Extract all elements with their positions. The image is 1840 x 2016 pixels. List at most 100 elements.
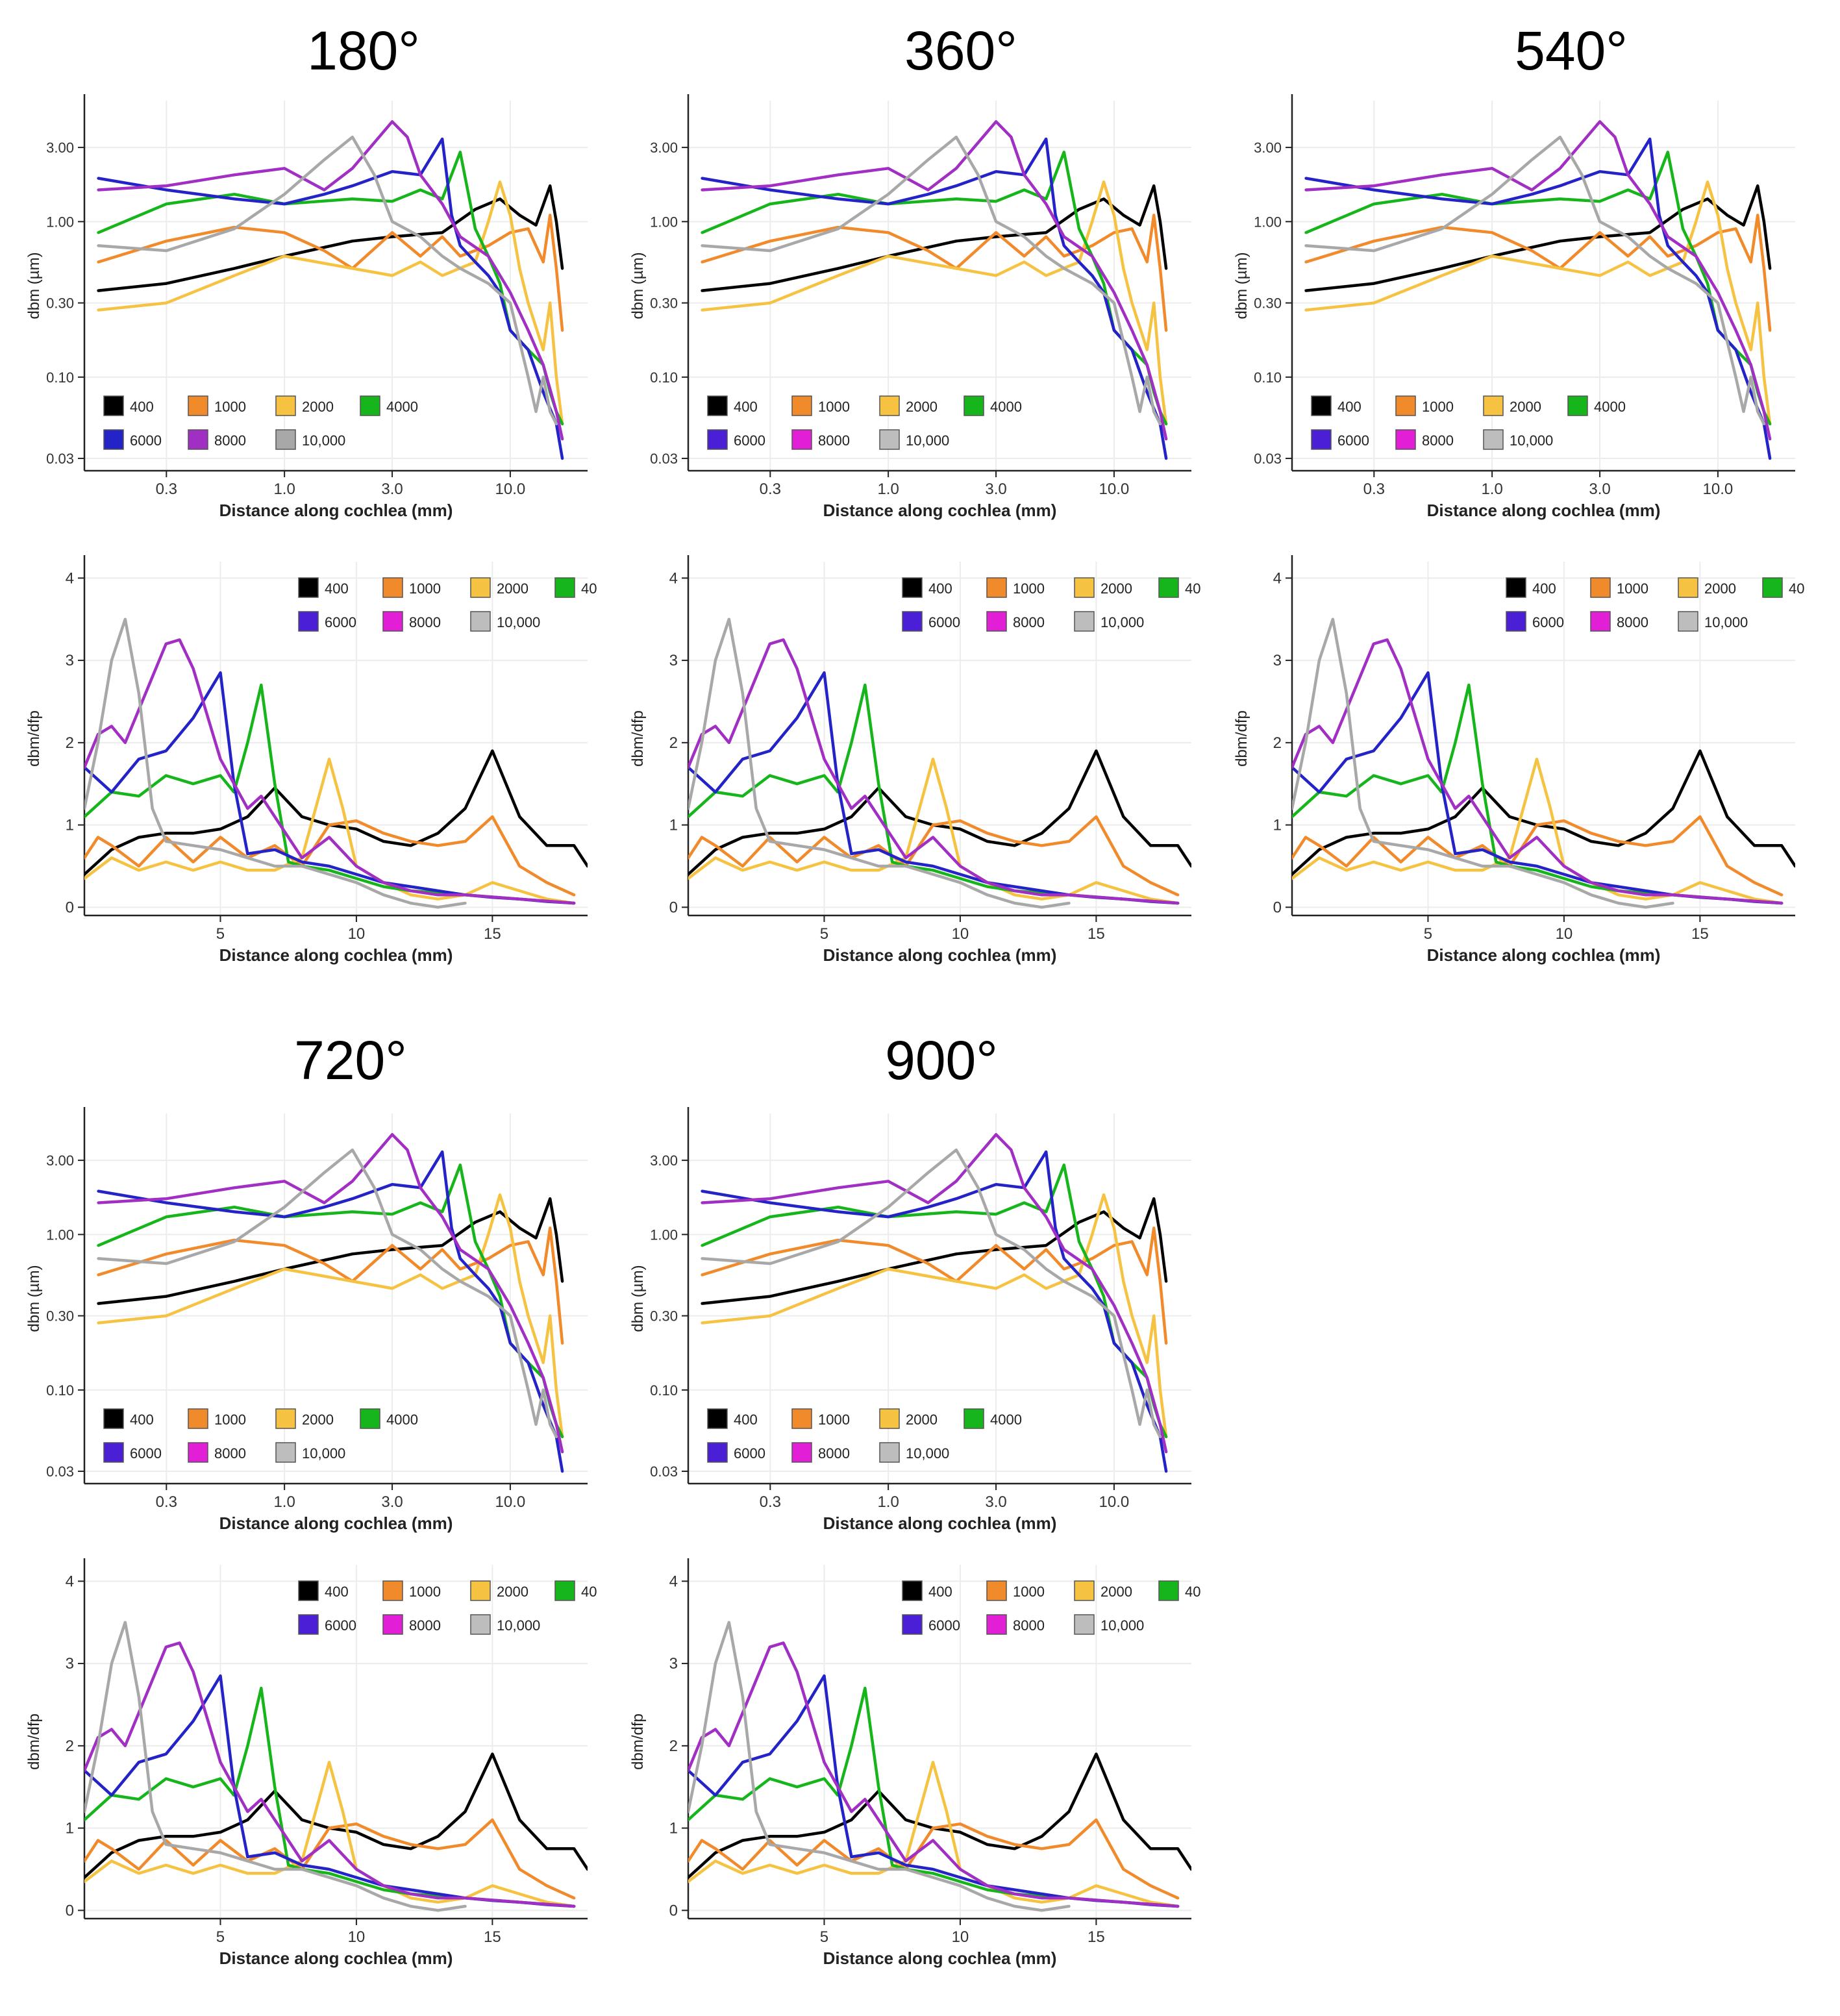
720-upper-legend-label-10-000: 10,000 xyxy=(302,1445,345,1462)
900-upper-legend-swatch-2000 xyxy=(879,1408,900,1429)
540-lower-ytick-0: 0 xyxy=(1273,899,1282,916)
180-lower-ytick-1: 1 xyxy=(66,817,74,834)
180-lower-ytick-3: 3 xyxy=(66,652,74,669)
900-upper-line-10-000 xyxy=(701,1148,1162,1439)
360-lower-legend-label-6000: 6000 xyxy=(928,614,960,630)
540-lower-legend-swatch-4000 xyxy=(1762,577,1783,598)
900-lower-legend-label-4000: 4000 xyxy=(1185,1584,1201,1600)
540-lower-legend-swatch-1000 xyxy=(1590,577,1611,598)
540-upper-ytick-0-03: 0.03 xyxy=(1254,451,1282,467)
900-lower-legend-label-8000: 8000 xyxy=(1013,1617,1045,1634)
180-upper-legend-swatch-6000 xyxy=(103,429,124,450)
720-upper-ytick-3-00: 3.00 xyxy=(46,1152,74,1169)
360-lower-ytick-1: 1 xyxy=(669,817,678,834)
900-upper-legend-label-1000: 1000 xyxy=(818,1412,850,1428)
chart-720-log: 0.03 0.10 0.30 1.00 3.00 0.3 1.0 3.0 10.0 Distanc… xyxy=(25,1107,588,1533)
540-upper-legend-label-1000: 1000 xyxy=(1422,399,1454,415)
900-lower-line-10-000 xyxy=(688,1621,1071,1912)
900-lower-legend-swatch-1000 xyxy=(986,1580,1007,1601)
900-lower-xtick-10: 10 xyxy=(952,1928,969,1946)
540-upper-legend-label-6000: 6000 xyxy=(1337,432,1369,449)
360-lower-line-4000 xyxy=(688,683,1180,905)
360-lower-xtick-10: 10 xyxy=(952,925,969,943)
720-upper-ytick-0-10: 0.10 xyxy=(46,1382,74,1399)
title-720: 720° xyxy=(294,1030,407,1091)
180-lower-ytick-2: 2 xyxy=(66,734,74,752)
720-upper-legend-swatch-6000 xyxy=(103,1442,124,1463)
180-upper-line-10-000 xyxy=(97,135,558,426)
720-lower-legend-swatch-10-000 xyxy=(470,1614,491,1635)
panel-720-lower: 0 1 2 3 4 5 10 15 Distance along cochlea (mm) dbm… xyxy=(13,1549,597,2016)
360-upper-line-400 xyxy=(701,184,1168,292)
540-upper-series-group xyxy=(1304,120,1772,460)
720-upper-ytick-0-03: 0.03 xyxy=(46,1463,74,1480)
540-lower-line-6000 xyxy=(1292,671,1784,905)
180-lower-legend-label-8000: 8000 xyxy=(409,614,441,630)
540-upper-ytick-0-30: 0.30 xyxy=(1254,295,1282,312)
panel-540-upper: 0.03 0.10 0.30 1.00 3.00 0.3 1.0 3.0 10.0 Distanc… xyxy=(1221,84,1805,552)
360-upper-xtick-3-0: 3.0 xyxy=(985,480,1006,498)
900-lower-legend-swatch-2000 xyxy=(1074,1580,1095,1601)
900-lower-line-2000 xyxy=(688,1760,1180,1908)
720-lower-y-label: dbm/dfp xyxy=(25,1713,43,1770)
720-lower-legend-label-400: 400 xyxy=(325,1584,349,1600)
720-lower-legend-swatch-6000 xyxy=(298,1614,319,1635)
720-lower-ytick-1: 1 xyxy=(66,1820,74,1837)
720-lower-xtick-5: 5 xyxy=(216,1928,225,1946)
900-lower-ytick-0: 0 xyxy=(669,1902,678,1919)
900-lower-legend-swatch-400 xyxy=(902,1580,923,1601)
180-lower-legend-swatch-6000 xyxy=(298,611,319,632)
360-upper-legend-swatch-6000 xyxy=(707,429,728,450)
900-lower-series-group xyxy=(688,1621,1191,1912)
720-lower-ytick-0: 0 xyxy=(66,1902,74,1919)
900-lower-xtick-5: 5 xyxy=(820,1928,828,1946)
panel-900-upper: 0.03 0.10 0.30 1.00 3.00 0.3 1.0 3.0 10.0 Distanc… xyxy=(617,1097,1201,1565)
720-lower-xtick-10: 10 xyxy=(348,1928,366,1946)
900-lower-xtick-15: 15 xyxy=(1088,1928,1105,1946)
720-upper-legend-swatch-10-000 xyxy=(275,1442,296,1463)
900-lower-legend-swatch-6000 xyxy=(902,1614,923,1635)
540-upper-xtick-3-0: 3.0 xyxy=(1589,480,1610,498)
900-lower-legend-label-400: 400 xyxy=(928,1584,952,1600)
900-lower-x-label: Distance along cochlea (mm) xyxy=(823,1948,1057,1968)
540-lower-legend-label-1000: 1000 xyxy=(1617,580,1648,597)
720-lower-legend-label-6000: 6000 xyxy=(325,1617,356,1634)
900-upper-line-8000 xyxy=(701,1133,1168,1454)
360-upper-legend-swatch-400 xyxy=(707,395,728,416)
900-lower-line-400 xyxy=(688,1752,1191,1879)
720-upper-ytick-0-30: 0.30 xyxy=(46,1308,74,1325)
540-upper-legend-label-400: 400 xyxy=(1337,399,1361,415)
900-upper-ytick-1-00: 1.00 xyxy=(650,1226,678,1243)
180-lower-legend-swatch-4000 xyxy=(554,577,575,598)
720-lower-legend-label-2000: 2000 xyxy=(497,1584,528,1600)
chart-900-log: 0.03 0.10 0.30 1.00 3.00 0.3 1.0 3.0 10.0 Distanc… xyxy=(629,1107,1191,1533)
360-lower-legend-label-8000: 8000 xyxy=(1013,614,1045,630)
720-upper-legend-label-2000: 2000 xyxy=(302,1412,334,1428)
360-upper-xtick-0-3: 0.3 xyxy=(760,480,781,498)
360-lower-legend-swatch-6000 xyxy=(902,611,923,632)
720-lower-line-400 xyxy=(84,1752,588,1879)
900-upper-series-group xyxy=(701,1133,1168,1473)
900-upper-legend-swatch-10-000 xyxy=(879,1442,900,1463)
180-lower-line-4000 xyxy=(84,683,576,905)
panel-180-upper: 0.03 0.10 0.30 1.00 3.00 0.3 1.0 3.0 10.0 Distanc… xyxy=(13,84,597,552)
360-upper-legend-label-10-000: 10,000 xyxy=(906,432,949,449)
720-upper-x-label: Distance along cochlea (mm) xyxy=(219,1513,453,1533)
180-lower-legend-swatch-10-000 xyxy=(470,611,491,632)
900-upper-xtick-0-3: 0.3 xyxy=(760,1493,781,1511)
900-upper-ytick-0-10: 0.10 xyxy=(650,1382,678,1399)
360-upper-series-group xyxy=(701,120,1168,460)
360-upper-xtick-1-0: 1.0 xyxy=(877,480,899,498)
360-lower-legend-label-1000: 1000 xyxy=(1013,580,1045,597)
540-lower-legend-swatch-2000 xyxy=(1678,577,1698,598)
360-upper-legend-label-6000: 6000 xyxy=(734,432,765,449)
720-upper-series-group xyxy=(97,1133,564,1473)
720-upper-legend-swatch-1000 xyxy=(188,1408,208,1429)
720-upper-legend-label-400: 400 xyxy=(130,1412,154,1428)
180-upper-legend-label-2000: 2000 xyxy=(302,399,334,415)
900-lower-legend-label-1000: 1000 xyxy=(1013,1584,1045,1600)
900-upper-legend-label-2000: 2000 xyxy=(906,1412,938,1428)
180-lower-line-1000 xyxy=(84,815,576,897)
720-lower-legend-swatch-8000 xyxy=(382,1614,403,1635)
540-lower-series-group xyxy=(1292,617,1795,909)
